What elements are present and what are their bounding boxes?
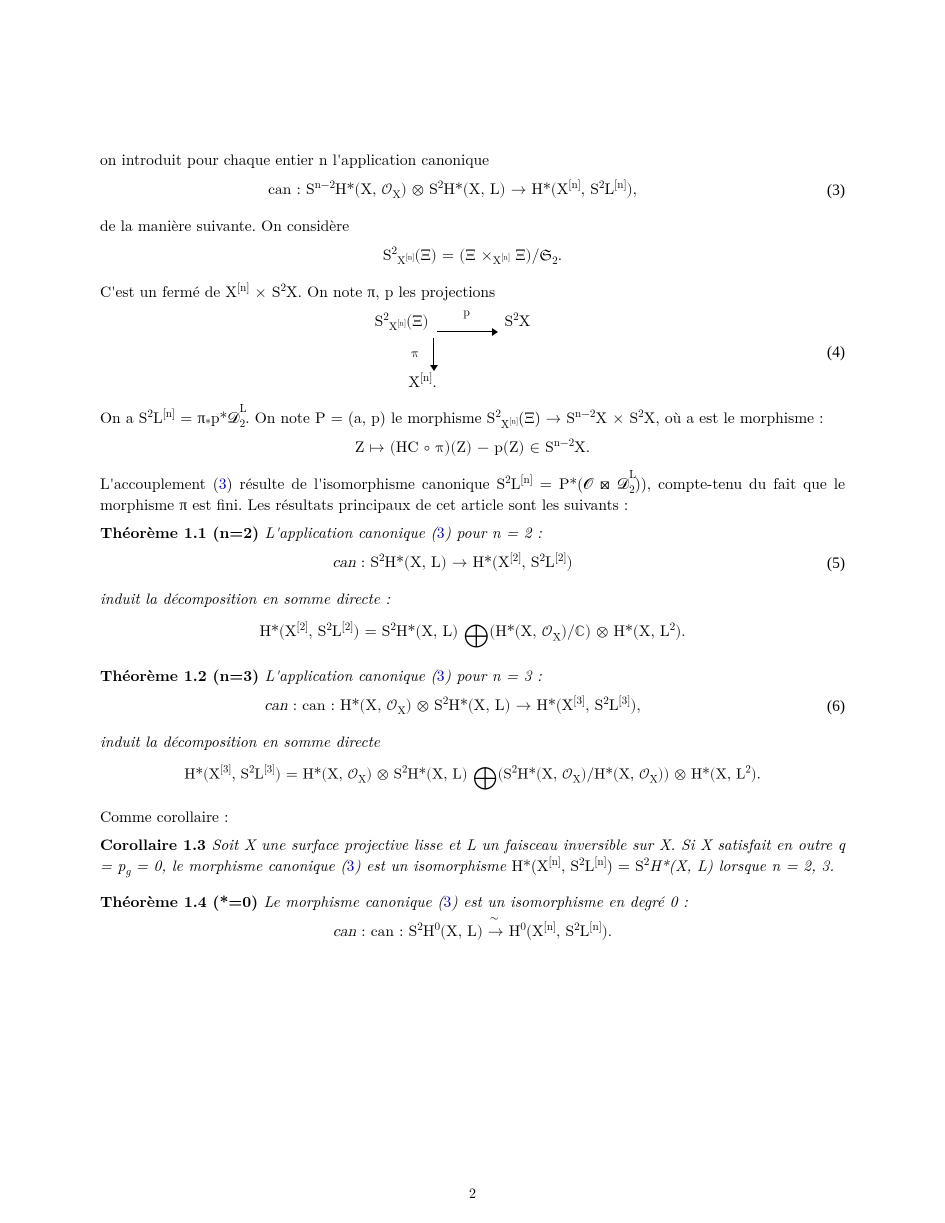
equation-Z: Z ↦ (HC ∘ π)(Z) − p(Z) ∈ Sn−2X. <box>100 439 845 460</box>
theorem-1-1-text: induit la décomposition en somme directe… <box>100 589 845 610</box>
p3: C'est un fermé de X[n] × S2X. On note π,… <box>100 282 845 303</box>
equation-sxi: S2X[n](Ξ) = (Ξ ×X[n] Ξ)/𝔖2. <box>100 247 845 268</box>
intro-line: on introduit pour chaque entier n l'appl… <box>100 150 845 171</box>
theorem-1-2-head: Théorème 1.2 (n=3) <box>100 663 259 686</box>
equation-thm11: H*(X[2], S2L[2]) = S2H*(X, L) ⨁(H*(X, 𝒪X… <box>100 620 845 651</box>
equation-5: can : S2H*(X, L) → H*(X[2], S2L[2]) (5) <box>100 554 845 575</box>
equation-3-body: can : Sn−2H*(X, 𝒪X) ⊗ S2H*(X, L) → H*(X[… <box>100 181 805 202</box>
theorem-1-4-head: Théorème 1.4 (*=0) <box>100 889 258 912</box>
equation-thm12: H*(X[3], S2L[3]) = H*(X, 𝒪X) ⊗ S2H*(X, L… <box>100 763 845 793</box>
arrow-right-icon <box>437 331 497 332</box>
equation-5-number: (5) <box>805 554 845 575</box>
theorem-1-2-text: induit la décomposition en somme directe <box>100 732 845 753</box>
page: on introduit pour chaque entier n l'appl… <box>0 0 945 1223</box>
pi-label: π <box>411 345 419 363</box>
equation-3-number: (3) <box>805 181 845 202</box>
ref-link-3b[interactable]: 3 <box>437 522 445 543</box>
oplus-icon-2: ⨁ <box>473 767 498 789</box>
p5: L'accouplement (3) résulte de l'isomorph… <box>100 474 845 516</box>
corollary-1-3-head: Corollaire 1.3 <box>100 832 206 855</box>
theorem-1-1-head: Théorème 1.1 (n=2) <box>100 520 259 543</box>
p4: On a S2L[n] = π*p*𝒟L2. On note P = (a, p… <box>100 408 845 429</box>
equation-thm14: can : can : S2H0(X, L) ∼→ H0(X[n], S2L[n… <box>100 923 845 944</box>
theorem-1-2: Théorème 1.2 (n=3) L'application canoniq… <box>100 665 845 687</box>
oplus-icon: ⨁ <box>463 623 489 647</box>
diagram-4-number: (4) <box>805 343 845 364</box>
equation-3: can : Sn−2H*(X, 𝒪X) ⊗ S2H*(X, L) → H*(X[… <box>100 181 845 202</box>
ref-link-3c[interactable]: 3 <box>437 665 445 686</box>
diagram-4: S2X[n](Ξ) p S2X π X[n]. (4) <box>100 313 845 395</box>
corollary-1-3: Corollaire 1.3 Soit X une surface projec… <box>100 834 845 877</box>
p2: de la manière suivante. On considère <box>100 216 845 237</box>
theorem-1-1: Théorème 1.1 (n=2) L'application canoniq… <box>100 522 845 544</box>
corollary-intro: Comme corollaire : <box>100 807 845 828</box>
theorem-1-4: Théorème 1.4 (*=0) Le morphisme canoniqu… <box>100 891 845 913</box>
equation-6: can : can : H*(X, 𝒪X) ⊗ S2H*(X, L) → H*(… <box>100 697 845 718</box>
page-number: 2 <box>0 1184 945 1203</box>
arrow-down-icon <box>433 338 434 370</box>
p-label: p <box>463 305 470 321</box>
equation-6-number: (6) <box>805 697 845 718</box>
